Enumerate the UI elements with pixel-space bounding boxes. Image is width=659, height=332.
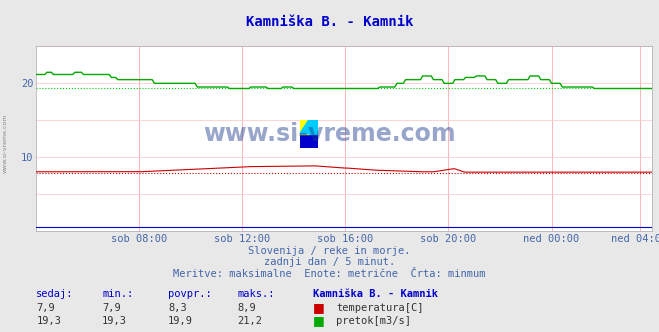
Text: 19,3: 19,3 [36, 316, 61, 326]
Text: Meritve: maksimalne  Enote: metrične  Črta: minmum: Meritve: maksimalne Enote: metrične Črta… [173, 269, 486, 279]
Text: ■: ■ [313, 314, 325, 328]
Text: pretok[m3/s]: pretok[m3/s] [336, 316, 411, 326]
Text: www.si-vreme.com: www.si-vreme.com [203, 123, 456, 146]
Text: sedaj:: sedaj: [36, 289, 74, 299]
Polygon shape [300, 120, 309, 133]
Text: 8,9: 8,9 [237, 303, 256, 313]
Text: Kamniška B. - Kamnik: Kamniška B. - Kamnik [246, 15, 413, 29]
Text: 21,2: 21,2 [237, 316, 262, 326]
Text: www.si-vreme.com: www.si-vreme.com [3, 113, 8, 173]
Text: maks.:: maks.: [237, 289, 275, 299]
Text: min.:: min.: [102, 289, 133, 299]
Bar [300, 133, 318, 148]
Text: 8,3: 8,3 [168, 303, 186, 313]
Text: 19,3: 19,3 [102, 316, 127, 326]
Text: 7,9: 7,9 [36, 303, 55, 313]
Bar [300, 120, 309, 133]
Text: temperatura[C]: temperatura[C] [336, 303, 424, 313]
Text: povpr.:: povpr.: [168, 289, 212, 299]
Bar [309, 120, 318, 133]
Text: Slovenija / reke in morje.: Slovenija / reke in morje. [248, 246, 411, 256]
Text: Kamniška B. - Kamnik: Kamniška B. - Kamnik [313, 289, 438, 299]
Text: zadnji dan / 5 minut.: zadnji dan / 5 minut. [264, 257, 395, 267]
Text: 7,9: 7,9 [102, 303, 121, 313]
Text: ■: ■ [313, 301, 325, 314]
Text: 19,9: 19,9 [168, 316, 193, 326]
